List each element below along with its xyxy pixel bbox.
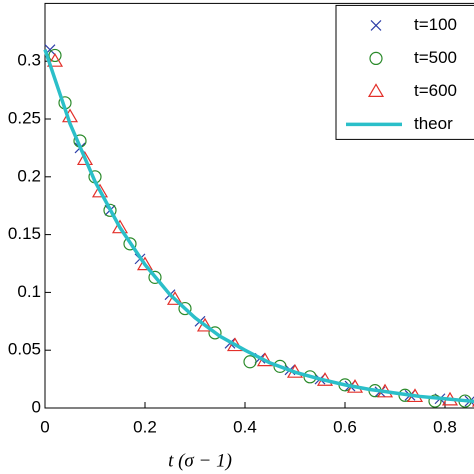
y-tick-label: 0.25 xyxy=(8,108,41,127)
triangle-marker xyxy=(367,83,385,97)
circle-marker xyxy=(103,203,117,217)
y-tick-label: 0.15 xyxy=(8,224,41,243)
x-tick-label: 0.4 xyxy=(233,417,257,436)
legend-label: t=500 xyxy=(414,48,457,67)
circle-marker xyxy=(178,301,192,316)
legend-label: t=600 xyxy=(414,81,457,100)
legend-box xyxy=(335,4,474,140)
plot-frame xyxy=(44,2,474,409)
x-tick-label: 0.6 xyxy=(333,417,357,436)
circle-marker xyxy=(369,51,383,66)
x-axis-label: t (σ − 1) xyxy=(168,450,232,471)
circle-marker xyxy=(48,48,62,63)
x-tick-label: 0.2 xyxy=(133,417,157,436)
y-tick-label: 0.1 xyxy=(17,282,41,301)
legend-label: t=100 xyxy=(414,15,457,34)
x-tick-label: 0 xyxy=(40,417,49,436)
circle-marker xyxy=(148,270,162,284)
y-tick-label: 0.05 xyxy=(8,340,41,359)
cross-marker xyxy=(370,19,382,31)
triangle-marker xyxy=(76,151,94,166)
circle-marker xyxy=(123,237,137,251)
theory-line xyxy=(43,49,474,404)
x-tick-label: 0.8 xyxy=(433,417,457,436)
circle-marker xyxy=(428,394,442,408)
triangle-marker xyxy=(196,317,214,332)
triangle-marker xyxy=(91,183,109,198)
circle-marker xyxy=(243,355,257,369)
y-tick-label: 0.3 xyxy=(17,51,41,70)
circle-marker xyxy=(273,359,287,373)
y-tick-label: 0.2 xyxy=(17,166,41,185)
triangle-marker xyxy=(136,256,154,271)
triangle-marker xyxy=(111,219,129,234)
triangle-marker xyxy=(46,53,64,67)
circle-marker xyxy=(208,326,222,340)
legend-label: theor xyxy=(414,114,453,133)
y-tick-label: 0 xyxy=(32,397,41,416)
